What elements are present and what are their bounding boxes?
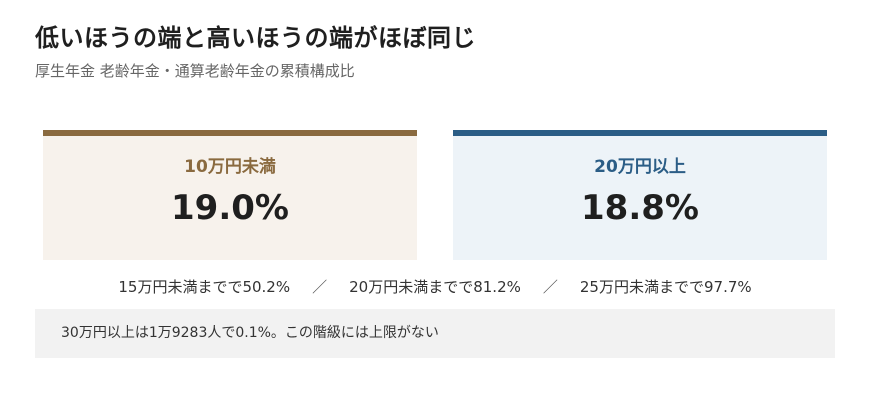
cumulative-item-20: 20万円未満までで81.2% (349, 278, 521, 296)
card-low-end-value: 19.0% (171, 188, 289, 228)
cumulative-item-25: 25万円未満までで97.7% (579, 278, 752, 296)
note-text: 30万円以上は1万9283人で0.1%。この階級には上限がない (61, 325, 439, 341)
card-high-end-value: 18.8% (581, 188, 699, 228)
card-low-end-label: 10万円未満 (184, 157, 276, 177)
separator: ／ (542, 278, 558, 296)
cumulative-summary: 15万円未満までで50.2% ／ 20万円未満までで81.2% ／ 25万円未満までで9… (0, 276, 870, 297)
cumulative-item-15: 15万円未満までで50.2% (118, 278, 291, 296)
card-low-end-accent-bar (43, 130, 417, 136)
chart-title: 低いほうの端と高いほうの端がほぼ同じ (35, 24, 476, 52)
note-box: 30万円以上は1万9283人で0.1%。この階級には上限がない (35, 309, 835, 358)
card-high-end: 20万円以上 18.8% (453, 130, 827, 260)
separator: ／ (312, 278, 328, 296)
card-low-end: 10万円未満 19.0% (43, 130, 417, 260)
card-high-end-accent-bar (453, 130, 827, 136)
card-high-end-label: 20万円以上 (594, 157, 686, 177)
chart-subtitle: 厚生年金 老齢年金・通算老齢年金の累積構成比 (35, 62, 355, 80)
